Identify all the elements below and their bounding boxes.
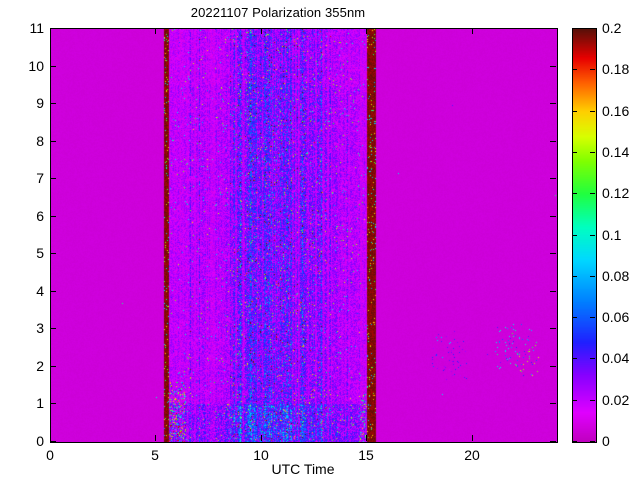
colorbar-tick-mark-right (590, 235, 595, 236)
x-tick-mark-top (261, 28, 262, 34)
y-tick-label: 4 (36, 283, 44, 299)
page-title: 20221107 Polarization 355nm (190, 5, 366, 20)
colorbar-tick-mark (572, 276, 577, 277)
y-tick-mark (50, 178, 56, 179)
x-tick-label: 10 (253, 447, 269, 463)
colorbar-tick-label: 0.18 (602, 61, 630, 77)
y-tick-mark-right (550, 28, 556, 29)
colorbar-tick-mark-right (590, 28, 595, 29)
y-tick-mark-right (550, 441, 556, 442)
x-tick-mark-top (472, 28, 473, 34)
colorbar-tick-label: 0.02 (602, 392, 630, 408)
y-tick-mark (50, 103, 56, 104)
x-tick-label: 15 (358, 447, 374, 463)
x-axis-label: UTC Time (271, 461, 335, 477)
colorbar-tick-label: 0.1 (602, 227, 622, 243)
colorbar-tick-mark (572, 317, 577, 318)
colorbar-tick-mark (572, 152, 577, 153)
y-tick-mark-right (550, 291, 556, 292)
colorbar-tick-mark (572, 28, 577, 29)
colorbar-tick-mark (572, 69, 577, 70)
y-tick-label: 3 (36, 320, 44, 336)
colorbar-tick-mark-right (590, 317, 595, 318)
y-tick-mark-right (550, 403, 556, 404)
colorbar-tick-label: 0.16 (602, 103, 630, 119)
y-tick-mark (50, 253, 56, 254)
x-tick-mark (155, 435, 156, 441)
colorbar-tick-label: 0.2 (602, 20, 622, 36)
x-tick-label: 0 (46, 447, 54, 463)
x-tick-mark-top (50, 28, 51, 34)
colorbar-tick-label: 0 (602, 433, 610, 449)
y-tick-label: 0 (36, 433, 44, 449)
colorbar-tick-mark-right (590, 69, 595, 70)
colorbar-tick-mark-right (590, 276, 595, 277)
y-tick-mark (50, 328, 56, 329)
colorbar-tick-mark-right (590, 152, 595, 153)
y-tick-mark (50, 66, 56, 67)
y-tick-label: 11 (29, 20, 44, 36)
y-tick-label: 8 (36, 133, 44, 149)
y-tick-mark-right (550, 216, 556, 217)
y-tick-label: 1 (36, 395, 44, 411)
y-tick-label: 2 (36, 358, 44, 374)
x-tick-label: 20 (464, 447, 480, 463)
y-tick-mark (50, 141, 56, 142)
colorbar-tick-mark-right (590, 111, 595, 112)
x-tick-mark (366, 435, 367, 441)
colorbar-tick-label: 0.06 (602, 309, 630, 325)
colorbar-tick-mark (572, 235, 577, 236)
colorbar-gradient (573, 29, 596, 442)
x-tick-mark (261, 435, 262, 441)
colorbar-tick-label: 0.14 (602, 144, 630, 160)
colorbar-tick-mark-right (590, 400, 595, 401)
y-tick-label: 6 (36, 208, 44, 224)
colorbar-tick-mark (572, 400, 577, 401)
x-tick-label: 5 (151, 447, 159, 463)
heatmap-canvas (51, 29, 557, 442)
colorbar-tick-mark (572, 193, 577, 194)
y-tick-label: 9 (36, 95, 44, 111)
y-tick-mark (50, 216, 56, 217)
y-tick-mark-right (550, 66, 556, 67)
y-tick-mark-right (550, 366, 556, 367)
y-tick-mark-right (550, 253, 556, 254)
y-tick-mark (50, 28, 56, 29)
y-tick-mark (50, 441, 56, 442)
y-tick-label: 7 (36, 170, 44, 186)
y-tick-label: 5 (36, 245, 44, 261)
y-tick-mark (50, 291, 56, 292)
colorbar-tick-label: 0.04 (602, 350, 630, 366)
colorbar-tick-mark-right (590, 193, 595, 194)
x-tick-mark (50, 435, 51, 441)
x-tick-mark-top (155, 28, 156, 34)
y-tick-mark (50, 366, 56, 367)
y-tick-mark-right (550, 103, 556, 104)
colorbar-tick-mark-right (590, 441, 595, 442)
colorbar-tick-mark (572, 358, 577, 359)
x-tick-mark (472, 435, 473, 441)
y-tick-label: 10 (28, 58, 44, 74)
y-tick-mark-right (550, 328, 556, 329)
heatmap-axes (50, 28, 558, 443)
y-tick-mark-right (550, 178, 556, 179)
colorbar-tick-label: 0.08 (602, 268, 630, 284)
y-tick-mark (50, 403, 56, 404)
y-tick-mark-right (550, 141, 556, 142)
colorbar-tick-mark-right (590, 358, 595, 359)
colorbar-tick-mark (572, 441, 577, 442)
colorbar-tick-mark (572, 111, 577, 112)
colorbar-tick-label: 0.12 (602, 185, 630, 201)
x-tick-mark-top (366, 28, 367, 34)
